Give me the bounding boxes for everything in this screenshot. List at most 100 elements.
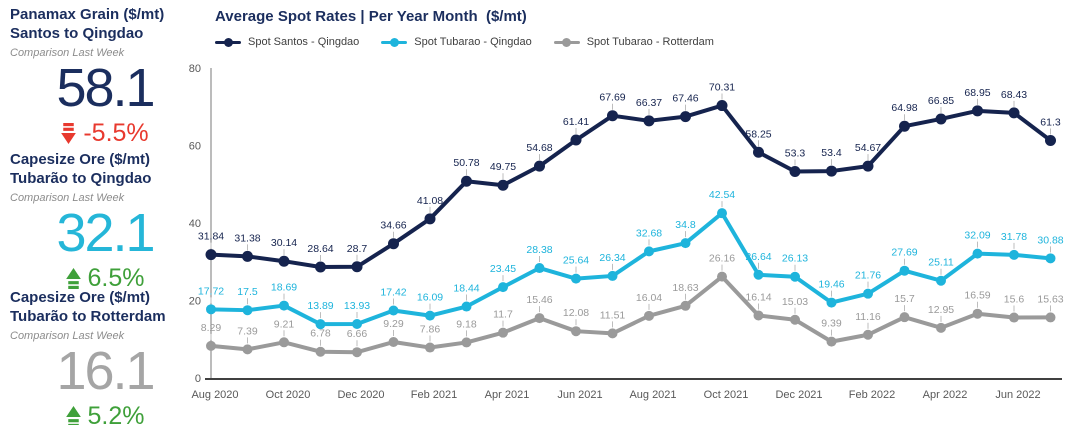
svg-text:Dec 2020: Dec 2020 [337, 389, 384, 401]
svg-text:Aug 2021: Aug 2021 [629, 389, 676, 401]
svg-text:9.39: 9.39 [821, 318, 842, 330]
kpi-subtitle: Comparison Last Week [10, 191, 125, 204]
legend-label: Spot Tubarao - Rotterdam [586, 36, 714, 48]
svg-text:30.88: 30.88 [1037, 234, 1063, 246]
svg-text:15.46: 15.46 [526, 294, 552, 306]
svg-text:64.98: 64.98 [891, 102, 917, 114]
svg-text:15.63: 15.63 [1037, 293, 1063, 305]
kpi-title: Capesize Ore ($/mt) Tubarão to Rotterdam [10, 289, 200, 327]
svg-text:18.69: 18.69 [271, 282, 297, 294]
kpi-title: Capesize Ore ($/mt) Tubarão to Qingdao [10, 151, 200, 189]
svg-text:11.16: 11.16 [855, 311, 881, 323]
svg-text:Jun 2022: Jun 2022 [995, 389, 1040, 401]
svg-text:70.31: 70.31 [709, 82, 735, 94]
svg-text:16.09: 16.09 [417, 292, 443, 304]
svg-text:34.66: 34.66 [380, 220, 406, 232]
svg-text:58.25: 58.25 [745, 128, 771, 140]
svg-text:11.51: 11.51 [600, 309, 626, 321]
svg-text:6.78: 6.78 [310, 328, 331, 340]
svg-text:15.7: 15.7 [894, 293, 915, 305]
svg-text:28.64: 28.64 [307, 243, 333, 255]
svg-text:12.95: 12.95 [928, 304, 954, 316]
svg-text:31.84: 31.84 [198, 231, 224, 243]
svg-text:12.08: 12.08 [563, 307, 589, 319]
legend-item-spot-santos-qingdao[interactable]: Spot Santos - Qingdao [215, 36, 359, 48]
svg-text:16.14: 16.14 [745, 291, 771, 303]
kpi-title-line1: Panamax Grain ($/mt) [10, 6, 165, 23]
svg-text:68.95: 68.95 [964, 87, 990, 99]
svg-text:67.69: 67.69 [599, 92, 625, 104]
legend-label: Spot Tubarao - Qingdao [414, 36, 532, 48]
svg-text:15.6: 15.6 [1004, 294, 1025, 306]
line-dot-marker-icon [553, 37, 580, 47]
svg-text:7.39: 7.39 [237, 325, 258, 337]
legend-item-spot-tubarao-qingdao[interactable]: Spot Tubarao - Qingdao [381, 36, 532, 48]
svg-text:49.75: 49.75 [490, 161, 516, 173]
svg-text:15.03: 15.03 [782, 296, 808, 308]
kpi-title-line1: Capesize Ore ($/mt) [10, 289, 151, 306]
kpi-card-panamax-santos-qingdao: Panamax Grain ($/mt) Santos to Qingdao Co… [10, 6, 200, 148]
svg-text:26.64: 26.64 [745, 251, 771, 263]
svg-text:18.63: 18.63 [672, 282, 698, 294]
series-spot-tubarao-qingdao [206, 201, 1056, 330]
svg-text:Dec 2021: Dec 2021 [775, 389, 822, 401]
svg-text:26.16: 26.16 [709, 253, 735, 265]
legend-label: Spot Santos - Qingdao [248, 36, 360, 48]
svg-text:7.86: 7.86 [420, 324, 441, 336]
svg-text:61.41: 61.41 [563, 116, 589, 128]
svg-text:67.46: 67.46 [672, 93, 698, 105]
svg-text:8.29: 8.29 [201, 322, 222, 334]
svg-text:17.42: 17.42 [380, 286, 406, 298]
svg-text:17.72: 17.72 [198, 285, 224, 297]
striped-arrow-up-icon [65, 405, 81, 425]
legend-item-spot-tubarao-rotterdam[interactable]: Spot Tubarao - Rotterdam [553, 36, 714, 48]
svg-text:Feb 2022: Feb 2022 [849, 389, 895, 401]
kpi-value: 58.1 [56, 57, 155, 118]
kpi-value: 32.1 [56, 202, 155, 263]
svg-text:32.68: 32.68 [636, 227, 662, 239]
svg-text:9.29: 9.29 [383, 318, 404, 330]
svg-text:27.69: 27.69 [891, 247, 917, 259]
kpi-change-value: 5.2% [87, 401, 145, 425]
svg-text:9.21: 9.21 [274, 318, 295, 330]
svg-text:26.34: 26.34 [599, 252, 625, 264]
svg-text:60: 60 [189, 141, 201, 153]
svg-text:21.76: 21.76 [855, 270, 881, 282]
svg-text:32.09: 32.09 [964, 230, 990, 242]
striped-arrow-up-icon [65, 267, 81, 289]
kpi-change: -5.5% [10, 119, 200, 148]
svg-text:80: 80 [189, 63, 201, 75]
striped-arrow-down-icon [61, 122, 77, 144]
svg-text:50.78: 50.78 [453, 157, 479, 169]
kpi-change-value: 6.5% [87, 263, 145, 292]
kpi-title: Panamax Grain ($/mt) Santos to Qingdao [10, 6, 200, 44]
svg-text:9.18: 9.18 [456, 318, 477, 330]
line-dot-marker-icon [381, 37, 408, 47]
chart-title: Average Spot Rates | Per Year Month ($/m… [215, 8, 527, 25]
svg-text:54.67: 54.67 [855, 142, 881, 154]
svg-text:Jun 2021: Jun 2021 [557, 389, 602, 401]
svg-text:25.64: 25.64 [563, 255, 589, 267]
kpi-title-line2: Tubarão to Qingdao [10, 169, 152, 187]
svg-text:Aug 2020: Aug 2020 [191, 389, 238, 401]
svg-text:66.85: 66.85 [928, 95, 954, 107]
svg-text:41.08: 41.08 [417, 195, 443, 207]
svg-text:61.3: 61.3 [1040, 116, 1061, 128]
series-spot-tubarao-rotterdam [206, 264, 1056, 358]
svg-text:68.43: 68.43 [1001, 89, 1027, 101]
kpi-title-line1: Capesize Ore ($/mt) [10, 151, 151, 168]
svg-text:Oct 2021: Oct 2021 [704, 389, 749, 401]
svg-text:34.8: 34.8 [675, 219, 696, 231]
chart-legend: Spot Santos - Qingdao Spot Tubarao - Qin… [215, 36, 714, 48]
kpi-title-line2: Tubarão to Rotterdam [10, 307, 166, 325]
kpi-sidebar: Panamax Grain ($/mt) Santos to Qingdao Co… [0, 0, 205, 425]
kpi-card-capesize-tubarao-qingdao: Capesize Ore ($/mt) Tubarão to Qingdao Co… [10, 151, 200, 293]
average-spot-rates-line-chart: 0 20 40 60 80 Aug 2020 Oct 2020 Dec 2020 Feb 202… [189, 63, 1064, 401]
svg-text:53.3: 53.3 [785, 147, 806, 159]
svg-text:20: 20 [189, 296, 201, 308]
svg-text:19.46: 19.46 [818, 279, 844, 291]
svg-text:17.5: 17.5 [237, 286, 258, 298]
svg-text:26.13: 26.13 [782, 253, 808, 265]
kpi-card-capesize-tubarao-rotterdam: Capesize Ore ($/mt) Tubarão to Rotterdam … [10, 289, 200, 425]
